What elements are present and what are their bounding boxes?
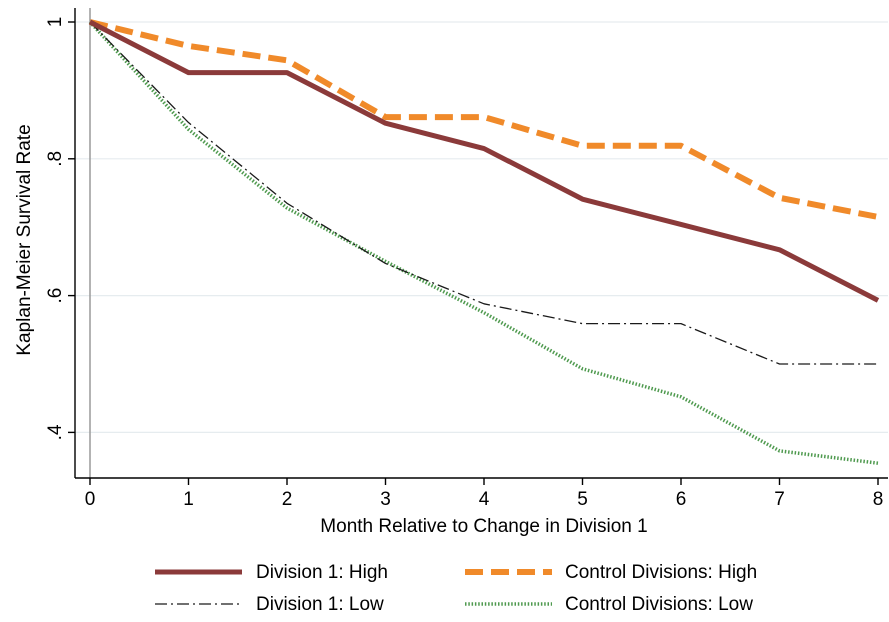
series-line-control-divisions-high <box>89 19 879 220</box>
y-tick-label: .6 <box>45 288 66 304</box>
legend-label-control-divisions-low: Control Divisions: Low <box>565 594 753 615</box>
x-axis-title: Month Relative to Change in Division 1 <box>320 516 647 537</box>
series-lines <box>88 19 880 465</box>
legend-label-division-1-low: Division 1: Low <box>256 594 384 615</box>
grid-lines <box>75 21 888 433</box>
series-line-control-divisions-low <box>88 20 879 465</box>
y-tick-label: 1 <box>45 17 66 28</box>
y-axis-title: Kaplan-Meier Survival Rate <box>14 124 35 355</box>
legend: Division 1: High Control Divisions: High D… <box>155 562 757 615</box>
x-tick-label: 5 <box>577 489 588 510</box>
x-tick-label: 8 <box>873 489 884 510</box>
x-tick-label: 0 <box>85 489 96 510</box>
legend-label-division-1-high: Division 1: High <box>256 562 388 583</box>
x-tick-label: 4 <box>479 489 490 510</box>
y-tick-label: .8 <box>45 151 66 167</box>
series-line-division-1-low <box>89 21 878 365</box>
legend-label-control-divisions-high: Control Divisions: High <box>565 562 757 583</box>
tick-labels: 1 .8 .6 .4 0 1 2 3 4 5 6 7 8 <box>45 17 883 510</box>
x-tick-label: 7 <box>774 489 785 510</box>
x-tick-label: 3 <box>380 489 391 510</box>
series-line-division-1-high <box>88 19 880 303</box>
axes <box>68 8 888 485</box>
x-tick-label: 1 <box>183 489 194 510</box>
x-tick-label: 2 <box>282 489 293 510</box>
y-tick-label: .4 <box>45 424 66 440</box>
x-tick-label: 6 <box>676 489 687 510</box>
